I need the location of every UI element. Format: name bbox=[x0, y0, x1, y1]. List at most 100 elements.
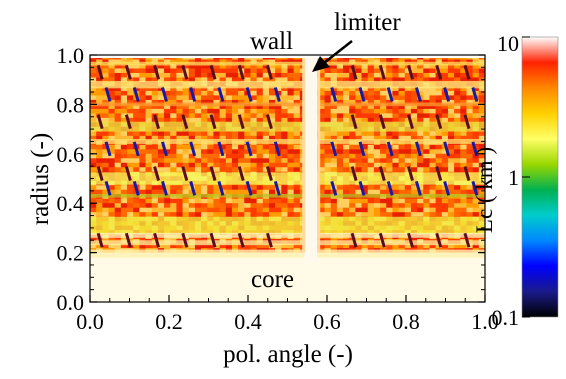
heatmap-cell bbox=[367, 104, 375, 110]
heatmap-cell bbox=[324, 72, 332, 78]
heatmap-cell bbox=[404, 144, 412, 150]
heatmap-cell bbox=[250, 167, 257, 173]
short-lc-streak bbox=[378, 114, 386, 130]
heatmap-cell bbox=[145, 117, 153, 123]
short-lc-streak bbox=[471, 180, 479, 196]
heatmap-cell bbox=[441, 162, 449, 168]
heatmap-cell bbox=[250, 113, 257, 119]
heatmap-cell bbox=[367, 185, 375, 191]
heatmap-cell bbox=[386, 243, 393, 249]
heatmap-cell bbox=[435, 77, 443, 83]
heatmap-cell bbox=[404, 149, 412, 155]
heatmap-cell bbox=[120, 203, 128, 208]
heatmap-cell bbox=[392, 144, 399, 150]
heatmap-cell bbox=[120, 77, 128, 83]
core-edge bbox=[90, 249, 485, 258]
heatmap-cell bbox=[478, 131, 485, 137]
heatmap-cell bbox=[108, 90, 115, 96]
heatmap-cell bbox=[90, 68, 97, 74]
short-lc-streak bbox=[463, 166, 471, 181]
heatmap-cell bbox=[404, 203, 412, 208]
heatmap-cell bbox=[392, 207, 399, 213]
heatmap-cell bbox=[127, 117, 134, 123]
heatmap-cell bbox=[336, 158, 344, 164]
heatmap-cell bbox=[238, 153, 245, 159]
heatmap-cell bbox=[281, 113, 288, 119]
heatmap-cell bbox=[256, 158, 264, 164]
heatmap-cell bbox=[380, 185, 387, 191]
short-lc-streak bbox=[124, 232, 132, 248]
short-lc-streak bbox=[181, 114, 189, 130]
heatmap-cell bbox=[318, 117, 325, 123]
short-lc-streak bbox=[124, 166, 132, 181]
short-lc-streak bbox=[161, 87, 168, 102]
heatmap-cell bbox=[293, 149, 301, 155]
heatmap-cell bbox=[472, 135, 480, 141]
heatmap-cell bbox=[466, 95, 473, 101]
short-lc-streak bbox=[471, 141, 479, 157]
heatmap-cell bbox=[102, 212, 109, 217]
heatmap-cell bbox=[96, 95, 103, 101]
short-lc-streak bbox=[209, 64, 217, 80]
heatmap-cell bbox=[90, 149, 97, 155]
heatmap-cell bbox=[157, 153, 165, 159]
heatmap-cell bbox=[454, 131, 461, 137]
heatmap-cell bbox=[139, 99, 146, 105]
heatmap-cell bbox=[164, 135, 171, 141]
heatmap-cell bbox=[361, 117, 369, 123]
heatmap-cell bbox=[90, 86, 97, 92]
heatmap-cell bbox=[398, 95, 406, 101]
heatmap-cell bbox=[398, 189, 406, 195]
heatmap-cell bbox=[281, 207, 288, 213]
heatmap-cell bbox=[114, 158, 122, 164]
heatmap-cell bbox=[478, 203, 485, 208]
heatmap-cell bbox=[367, 90, 375, 96]
heatmap-cell bbox=[164, 198, 171, 204]
heatmap-cell bbox=[176, 86, 183, 92]
heatmap-cell bbox=[268, 90, 276, 96]
heatmap-cell bbox=[182, 149, 190, 155]
heatmap-cell bbox=[472, 153, 480, 159]
heatmap-cell bbox=[429, 108, 436, 114]
heatmap-cell bbox=[404, 207, 412, 213]
heatmap-plot bbox=[90, 55, 485, 302]
heatmap-cell bbox=[355, 99, 362, 105]
heatmap-cell bbox=[380, 135, 387, 141]
heatmap-cell bbox=[324, 243, 332, 249]
limiter-gap-edge bbox=[302, 55, 306, 253]
heatmap-cell bbox=[380, 131, 387, 137]
heatmap-cell bbox=[466, 72, 473, 78]
heatmap-cell bbox=[423, 144, 430, 150]
short-lc-streak bbox=[266, 114, 273, 130]
heatmap-cell bbox=[164, 99, 171, 105]
heatmap-cell bbox=[157, 131, 165, 137]
heatmap-cell bbox=[293, 189, 301, 195]
heatmap-cell bbox=[478, 153, 485, 159]
heatmap-cell bbox=[293, 99, 301, 105]
heatmap-cell bbox=[127, 63, 134, 69]
heatmap-cell bbox=[145, 72, 153, 78]
colorbar-tick-label: 0.1 bbox=[492, 305, 520, 330]
heatmap-cell bbox=[349, 131, 356, 137]
heatmap-cell bbox=[281, 162, 288, 168]
heatmap-cell bbox=[386, 104, 393, 110]
heatmap-cell bbox=[435, 95, 443, 101]
heatmap-cell bbox=[194, 131, 202, 137]
heatmap-cell bbox=[207, 108, 214, 114]
heatmap-cell bbox=[182, 144, 190, 150]
heatmap-cell bbox=[336, 243, 344, 249]
heatmap-cell bbox=[108, 95, 115, 101]
heatmap-cell bbox=[188, 158, 196, 164]
heatmap-cell bbox=[343, 99, 350, 105]
heatmap-cell bbox=[219, 108, 227, 114]
heatmap-cell bbox=[188, 113, 196, 119]
heatmap-cell bbox=[262, 243, 270, 249]
heatmap-cell bbox=[244, 63, 251, 69]
heatmap-cell bbox=[238, 135, 245, 141]
heatmap-cell bbox=[207, 189, 214, 195]
heatmap-cell bbox=[182, 131, 190, 137]
heatmap-cell bbox=[275, 207, 282, 213]
heatmap-cell bbox=[367, 158, 375, 164]
heatmap-cell bbox=[120, 104, 128, 110]
heatmap-cell bbox=[410, 153, 418, 159]
